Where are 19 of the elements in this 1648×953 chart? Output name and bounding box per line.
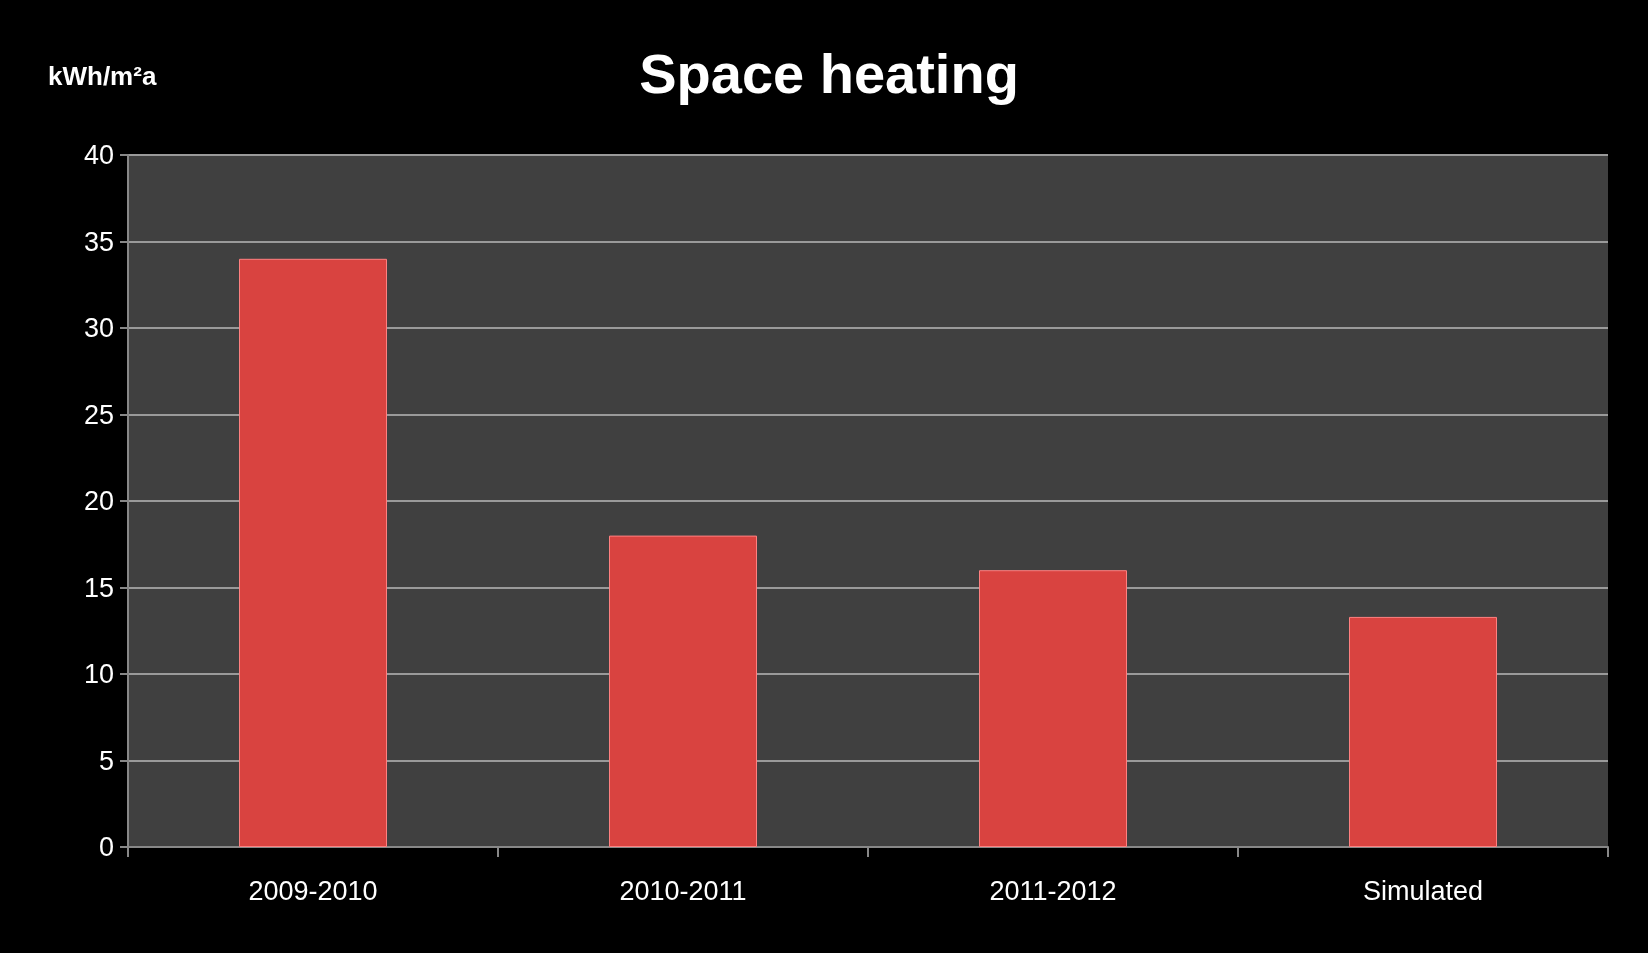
x-tick-label: 2010-2011 <box>619 875 747 906</box>
y-tick-label: 30 <box>83 313 114 343</box>
y-tick-label: 0 <box>98 832 114 862</box>
y-tick-label: 10 <box>83 659 114 689</box>
y-tick-label: 15 <box>83 572 114 603</box>
bar <box>239 258 387 847</box>
chart-title: Space heating <box>639 41 1019 105</box>
y-tick-label: 35 <box>83 226 114 257</box>
x-tick-label: 2009-2010 <box>248 875 378 906</box>
y-tick-label: 20 <box>83 486 114 516</box>
y-axis-title: kWh/m²a <box>48 61 157 91</box>
y-tick-label: 25 <box>83 399 114 430</box>
y-tick-label: 40 <box>83 140 114 170</box>
x-tick-label: Simulated <box>1362 875 1484 906</box>
bar <box>609 535 757 847</box>
y-tick-label: 5 <box>98 745 114 776</box>
bar <box>979 570 1127 847</box>
bar <box>1349 616 1497 847</box>
x-tick-label: 2011-2012 <box>989 875 1117 906</box>
